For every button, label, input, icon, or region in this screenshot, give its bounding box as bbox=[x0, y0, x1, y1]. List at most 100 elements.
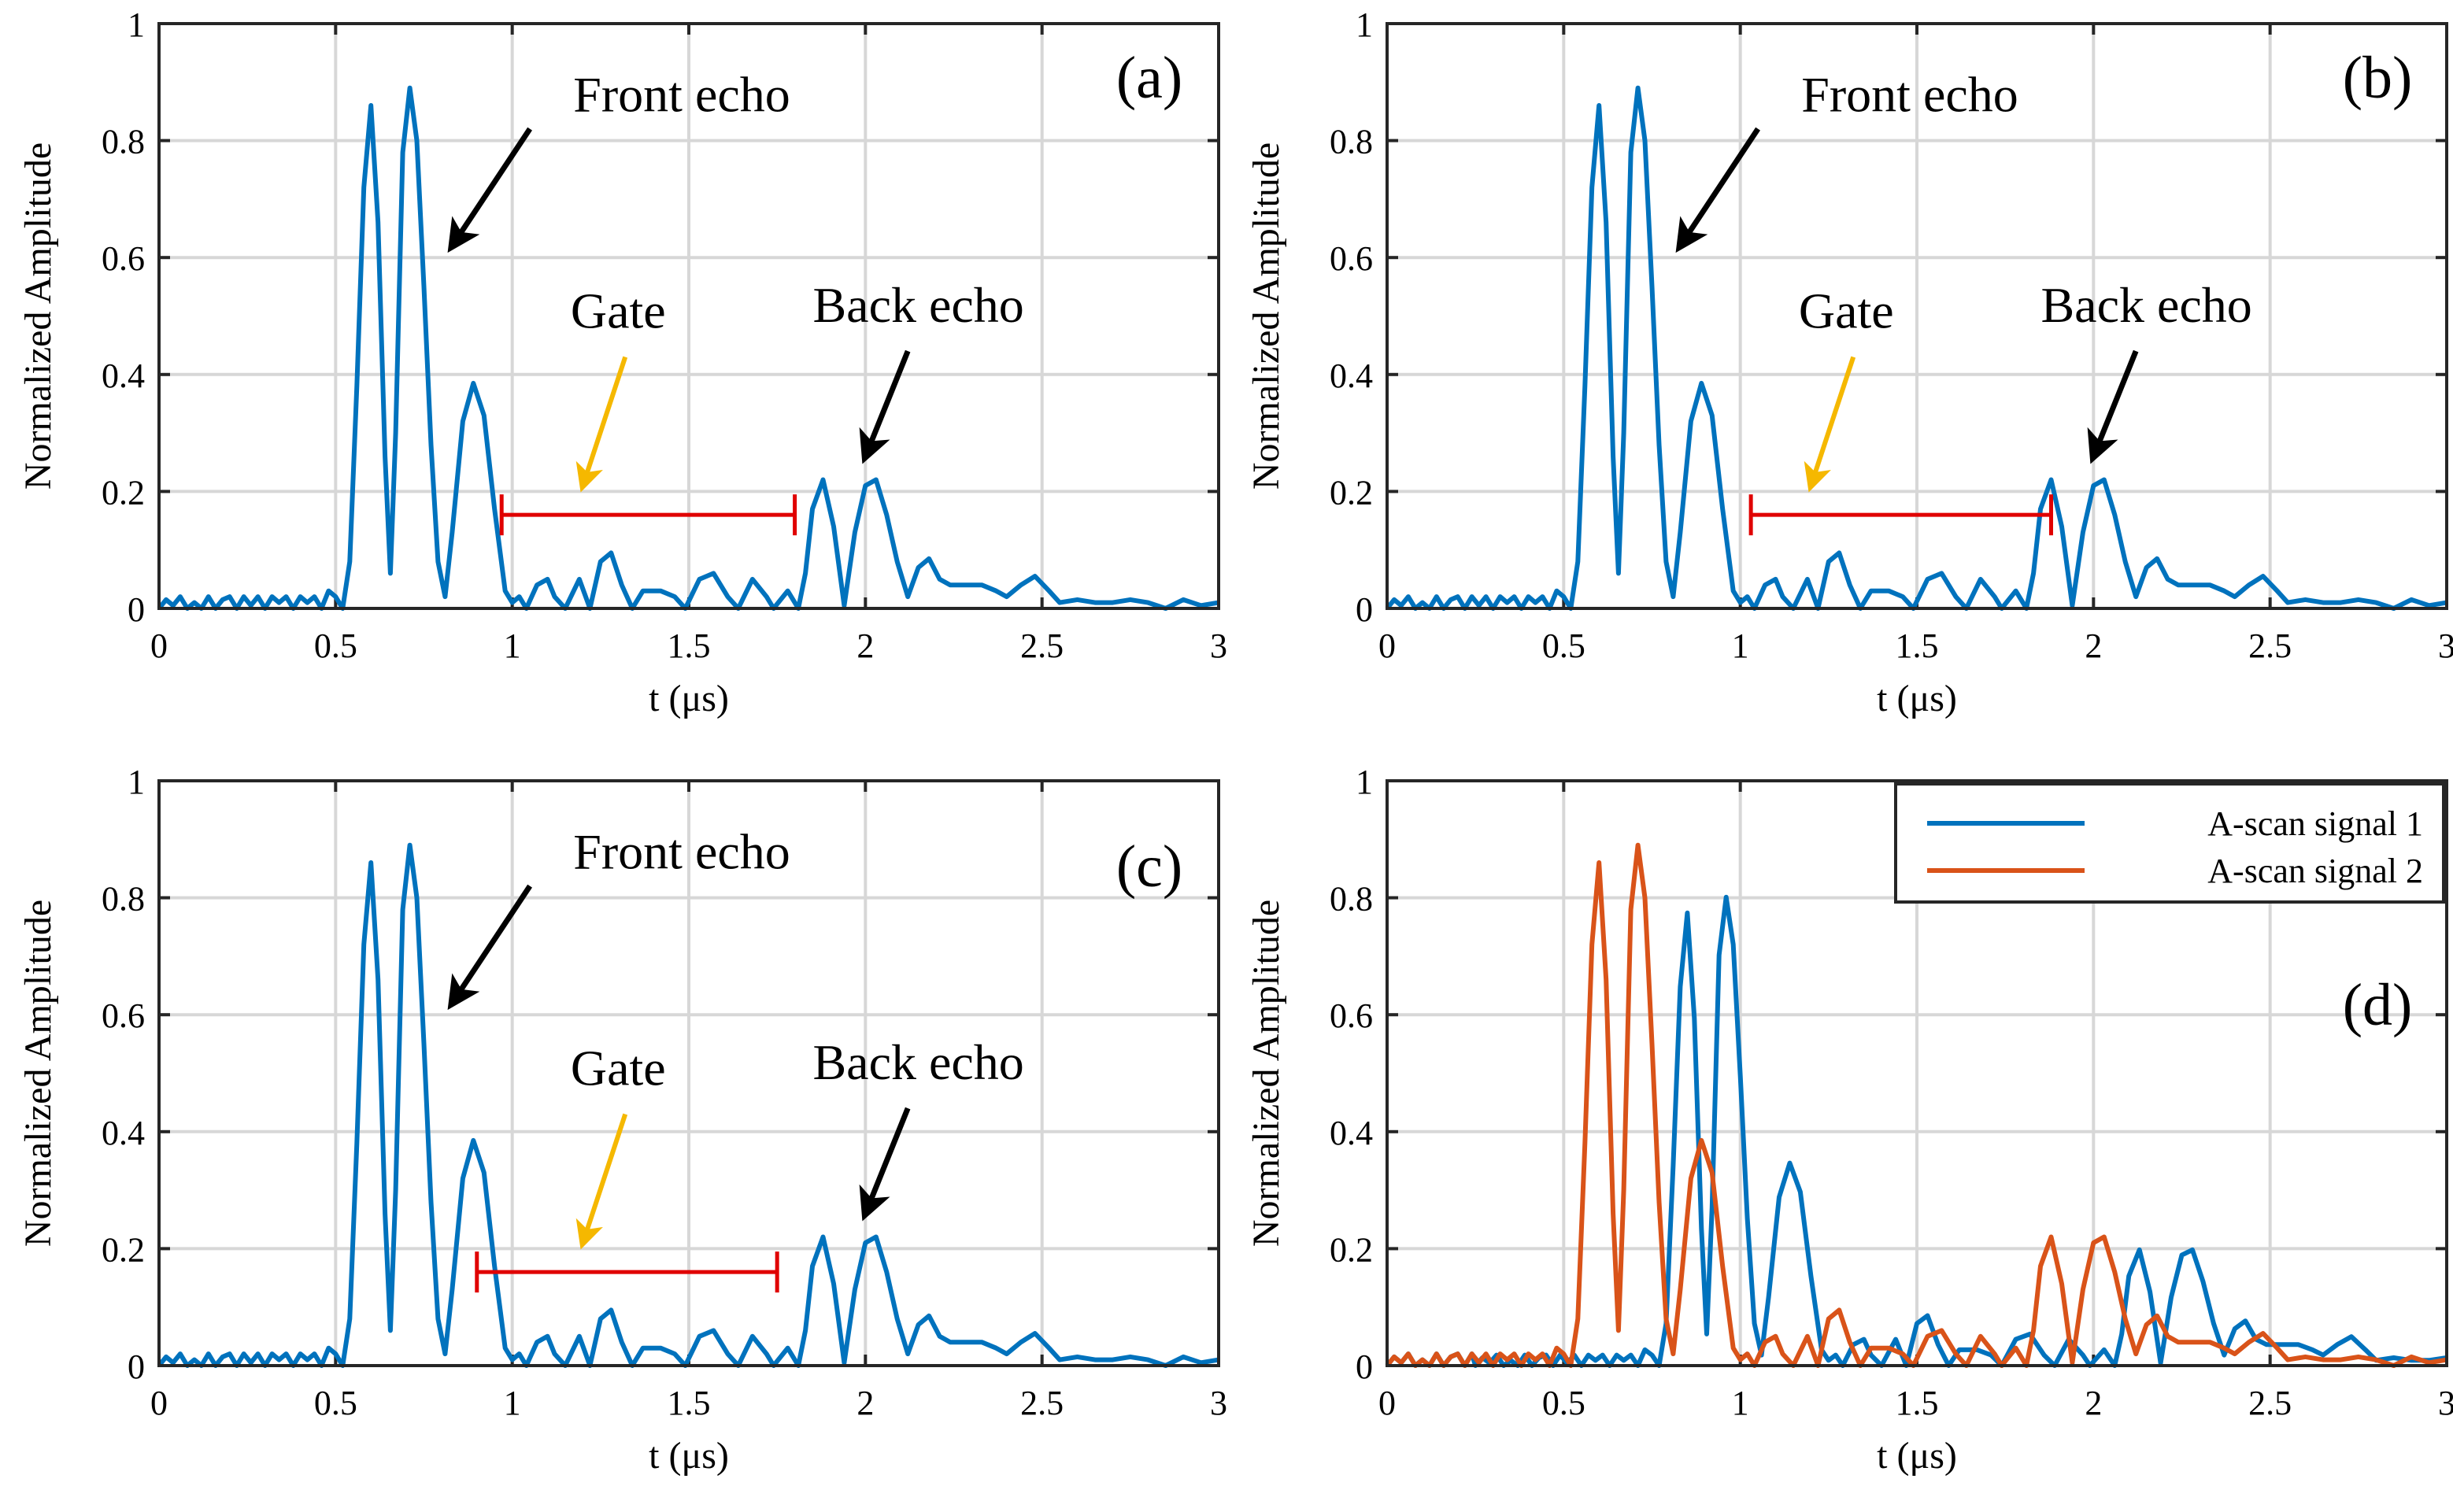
x-tick-label: 0 bbox=[150, 627, 168, 665]
legend-entry: A-scan signal 1 bbox=[2207, 804, 2423, 843]
x-tick-label: 1 bbox=[504, 627, 521, 665]
gate-marker bbox=[475, 1251, 779, 1293]
gate-marker bbox=[1748, 494, 2053, 536]
x-tick-label: 0 bbox=[150, 1384, 168, 1422]
y-axis-label: Normalized Amplitude bbox=[17, 900, 59, 1247]
panel-letter: (b) bbox=[2343, 45, 2413, 111]
panel-letter: (d) bbox=[2343, 972, 2413, 1038]
x-tick-label: 0.5 bbox=[1542, 1384, 1585, 1422]
x-axis-label: t (μs) bbox=[1877, 678, 1957, 719]
y-tick-label: 0.6 bbox=[1330, 996, 1373, 1035]
y-tick-label: 1 bbox=[128, 763, 145, 801]
x-tick-label: 1 bbox=[1732, 627, 1749, 665]
chart-panel-1: 0 0.5 1 1.5 2 2.5 3 0 0.2 0.4 0.6 0.8 1 t (μs) Normali… bbox=[1245, 6, 2453, 719]
plot-frame bbox=[157, 779, 1220, 1367]
x-tick-label: 0.5 bbox=[314, 627, 357, 665]
y-tick-label: 0 bbox=[1356, 590, 1373, 629]
chart-panel-0: 0 0.5 1 1.5 2 2.5 3 0 0.2 0.4 0.6 0.8 1 t (μs) Normali… bbox=[17, 6, 1227, 719]
annotation-arrow bbox=[859, 1107, 911, 1222]
annotation-text: Front echo bbox=[573, 66, 790, 122]
y-tick-label: 1 bbox=[1356, 6, 1373, 44]
chart-panel-2: 0 0.5 1 1.5 2 2.5 3 0 0.2 0.4 0.6 0.8 1 t (μs) Normali… bbox=[17, 763, 1227, 1477]
y-axis-label: Normalized Amplitude bbox=[1245, 900, 1287, 1247]
y-tick-label: 0.4 bbox=[1330, 1114, 1373, 1152]
plot-frame bbox=[1386, 779, 2448, 1367]
series-line-a-scan-signal-1 bbox=[157, 85, 1219, 611]
chart-panel-3: 0 0.5 1 1.5 2 2.5 3 0 0.2 0.4 0.6 0.8 1 t (μs) Normali… bbox=[1245, 763, 2453, 1477]
gate-arrow bbox=[575, 356, 628, 493]
y-tick-label: 0.2 bbox=[102, 473, 145, 512]
y-tick-label: 0.2 bbox=[102, 1230, 145, 1269]
y-tick-label: 0.6 bbox=[102, 239, 145, 278]
annotation-text: Back echo bbox=[812, 277, 1023, 333]
x-tick-label: 3 bbox=[1210, 627, 1227, 665]
x-tick-label: 3 bbox=[2438, 1384, 2453, 1422]
y-tick-label: 0.6 bbox=[1330, 239, 1373, 278]
y-tick-label: 0.8 bbox=[1330, 880, 1373, 919]
x-tick-label: 2.5 bbox=[2248, 627, 2292, 665]
annotation-text: Front echo bbox=[1801, 66, 2018, 122]
x-axis-label: t (μs) bbox=[649, 678, 729, 719]
x-tick-label: 2 bbox=[857, 1384, 874, 1422]
legend: A-scan signal 1 A-scan signal 2 bbox=[1894, 782, 2445, 904]
x-tick-label: 2 bbox=[2085, 1384, 2102, 1422]
x-tick-label: 2 bbox=[2085, 627, 2102, 665]
x-tick-label: 2.5 bbox=[1020, 1384, 1064, 1422]
y-axis-label: Normalized Amplitude bbox=[1245, 142, 1287, 490]
y-tick-label: 1 bbox=[128, 6, 145, 44]
y-tick-label: 0.4 bbox=[102, 1114, 145, 1152]
x-tick-label: 1.5 bbox=[1896, 1384, 1939, 1422]
series-line-a-scan-signal-2 bbox=[1385, 842, 2447, 1368]
x-tick-label: 1.5 bbox=[668, 627, 711, 665]
series-line-a-scan-signal-1 bbox=[157, 842, 1219, 1368]
legend-box bbox=[1894, 782, 2445, 904]
plot-frame bbox=[157, 22, 1220, 610]
y-tick-label: 0.4 bbox=[102, 357, 145, 395]
y-tick-label: 0.2 bbox=[1330, 1230, 1373, 1269]
y-tick-label: 0.8 bbox=[102, 880, 145, 919]
x-tick-label: 0 bbox=[1378, 1384, 1396, 1422]
annotation-text: Gate bbox=[1799, 283, 1894, 338]
gate-arrow bbox=[1804, 356, 1856, 493]
annotation-arrow bbox=[2087, 349, 2139, 464]
annotation-text: Back echo bbox=[2040, 277, 2251, 333]
y-tick-label: 0.8 bbox=[1330, 123, 1373, 161]
series-line-a-scan-signal-1 bbox=[1385, 85, 2447, 611]
annotation-text: Gate bbox=[571, 1040, 666, 1096]
x-tick-label: 1 bbox=[1732, 1384, 1749, 1422]
gate-marker bbox=[499, 494, 797, 536]
annotation-text: Front echo bbox=[573, 823, 790, 879]
x-tick-label: 0 bbox=[1378, 627, 1396, 665]
y-axis-label: Normalized Amplitude bbox=[17, 142, 59, 490]
legend-entry: A-scan signal 2 bbox=[2207, 852, 2423, 890]
annotation-arrow bbox=[1675, 127, 1761, 253]
annotation-text: Gate bbox=[571, 283, 666, 338]
annotation-text: Back echo bbox=[812, 1034, 1023, 1090]
y-tick-label: 0 bbox=[1356, 1347, 1373, 1386]
y-tick-label: 0 bbox=[128, 1347, 145, 1386]
annotation-arrow bbox=[859, 349, 911, 464]
x-tick-label: 3 bbox=[1210, 1384, 1227, 1422]
gate-arrow bbox=[575, 1113, 628, 1250]
x-axis-label: t (μs) bbox=[1877, 1435, 1957, 1477]
x-tick-label: 2.5 bbox=[1020, 627, 1064, 665]
x-axis-label: t (μs) bbox=[649, 1435, 729, 1477]
y-tick-label: 0 bbox=[128, 590, 145, 629]
y-tick-label: 0.6 bbox=[102, 996, 145, 1035]
y-tick-label: 0.8 bbox=[102, 123, 145, 161]
y-tick-label: 1 bbox=[1356, 763, 1373, 801]
panel-letter: (c) bbox=[1116, 834, 1182, 900]
x-tick-label: 0.5 bbox=[314, 1384, 357, 1422]
x-tick-label: 1 bbox=[504, 1384, 521, 1422]
x-tick-label: 3 bbox=[2438, 627, 2453, 665]
y-tick-label: 0.4 bbox=[1330, 357, 1373, 395]
x-tick-label: 2.5 bbox=[2248, 1384, 2292, 1422]
panel-letter: (a) bbox=[1116, 45, 1182, 111]
y-tick-label: 0.2 bbox=[1330, 473, 1373, 512]
annotation-arrow bbox=[447, 127, 533, 253]
plot-frame bbox=[1386, 22, 2448, 610]
annotation-arrow bbox=[447, 884, 533, 1011]
x-tick-label: 1.5 bbox=[1896, 627, 1939, 665]
x-tick-label: 0.5 bbox=[1542, 627, 1585, 665]
